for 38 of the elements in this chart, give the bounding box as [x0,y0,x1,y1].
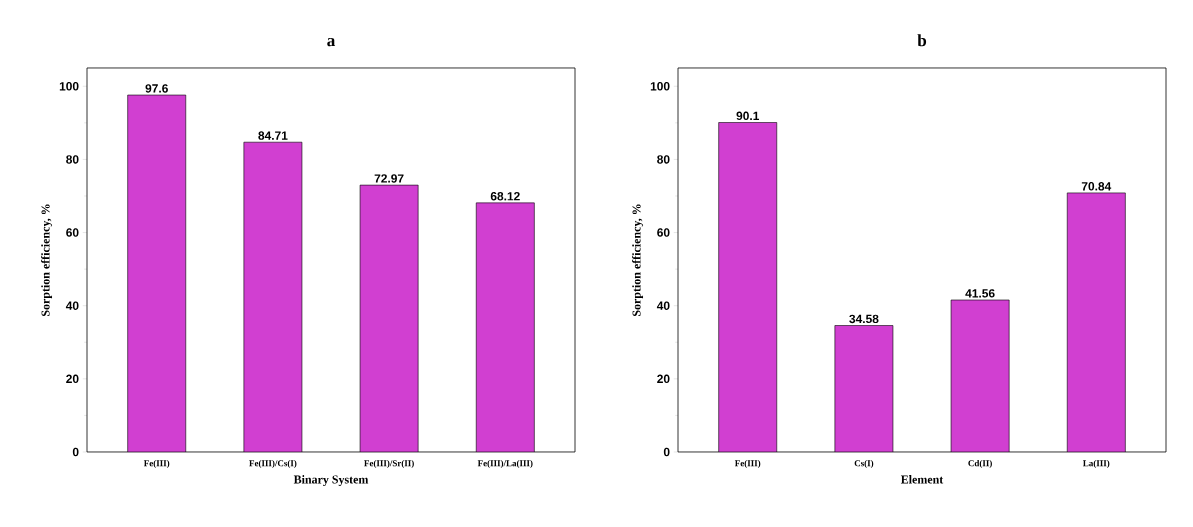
bar [475,202,535,452]
y-tick-label: 80 [657,155,670,164]
data-label: 84.71 [258,131,288,140]
data-label: 34.58 [849,314,879,324]
y-tick-label: 40 [656,301,670,310]
x-tick-label: Fe(III) [143,459,170,469]
x-tick-label: Cd(II) [968,459,992,469]
y-tick-label: 80 [66,155,79,164]
x-tick-label: Fe(III) [734,459,761,469]
y-tick-label: 20 [657,374,670,384]
chart-title: b [917,34,927,47]
data-label: 68.12 [490,192,520,201]
bar [243,141,303,452]
y-tick-label: 100 [650,82,670,91]
y-axis-title: Sorption efficiency, % [41,204,53,316]
y-tick-label: 60 [657,228,670,237]
bar [127,94,187,452]
x-tick-label: Fe(III)/La(III) [477,459,533,469]
y-tick-label: 40 [65,301,79,310]
x-tick-label: Cs(I) [854,459,874,469]
data-label: 97.6 [145,84,168,93]
x-tick-label: Fe(III)/Sr(II) [364,459,414,469]
y-tick-label: 20 [66,374,79,384]
y-axis-title: Sorption efficiency, % [632,204,644,316]
x-axis-title: Binary System [293,475,369,486]
x-axis-title: Element [900,475,944,484]
data-label: 72.97 [374,174,404,183]
data-label: 41.56 [965,289,995,298]
data-label: 70.84 [1081,182,1112,191]
y-tick-label: 0 [663,447,670,457]
y-tick-label: 60 [66,228,79,237]
x-tick-label: Fe(III)/Cs(I) [249,459,297,469]
y-tick-label: 0 [72,447,79,457]
data-label: 90.1 [736,111,760,121]
x-tick-label: La(III) [1083,459,1110,469]
bar [359,184,419,452]
chart-title: a [327,38,336,47]
y-tick-label: 100 [59,82,79,91]
